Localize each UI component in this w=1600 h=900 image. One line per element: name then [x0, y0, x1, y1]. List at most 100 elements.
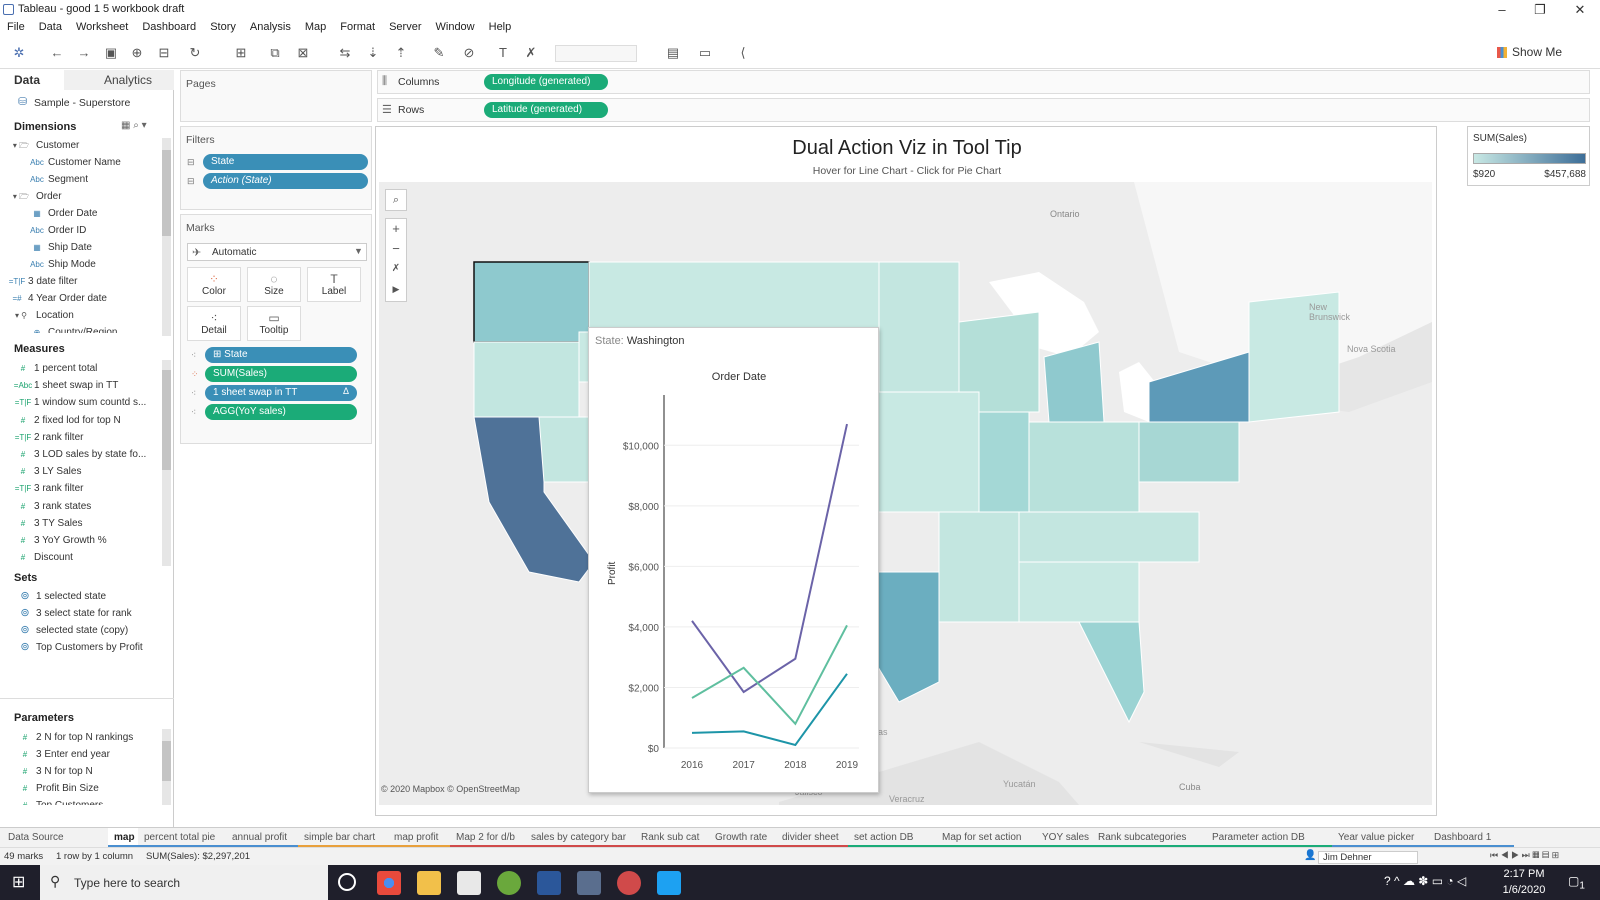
datasource-name[interactable]: Sample - Superstore [34, 97, 131, 109]
reset-map-icon[interactable]: ✗ [391, 263, 401, 274]
parameter-item[interactable]: #3 N for top N [0, 763, 162, 780]
map-search-icon[interactable]: ⌕ [385, 189, 407, 211]
dimension-item[interactable]: ▾ ⚲ Location [0, 307, 162, 324]
file-explorer-icon[interactable] [417, 871, 441, 895]
state-minnesota[interactable] [878, 261, 960, 393]
measure-item[interactable]: #2 fixed lod for top N [0, 412, 162, 429]
measure-item[interactable]: =T|F 2 rank filter [0, 429, 162, 446]
measure-item[interactable]: #1 percent total [0, 360, 162, 377]
tableau-home-icon[interactable]: ✲ [13, 45, 25, 60]
set-item[interactable]: ⊚ selected state (copy) [0, 622, 170, 639]
state-tennessee-nc[interactable] [1018, 511, 1200, 563]
share-icon[interactable]: ⟨ [740, 45, 746, 60]
state-illinois[interactable] [978, 411, 1030, 513]
minimize-button[interactable]: – [1498, 2, 1506, 17]
dimension-item[interactable]: =T|F 3 date filter [0, 273, 162, 290]
undo-icon[interactable]: ← [50, 45, 64, 60]
mark-pill-state[interactable]: ⊞ State [205, 347, 357, 363]
presentation-mode-icon[interactable]: ▭ [698, 45, 712, 60]
set-item[interactable]: ⊚ Top Customers by Profit [0, 639, 170, 656]
dimension-tools-icon[interactable]: ▦ ⌕ ▾ [121, 120, 147, 131]
show-me-button[interactable]: Show Me [1512, 45, 1563, 59]
menu-story[interactable]: Story [210, 21, 236, 33]
state-montana-dakota[interactable] [588, 261, 880, 333]
fix-axes-icon[interactable]: ✗ [525, 45, 537, 60]
sheet-tab[interactable]: map [108, 828, 138, 848]
parameter-item[interactable]: #Top Customers [0, 797, 162, 805]
tab-data[interactable]: Data [0, 70, 64, 90]
set-item[interactable]: ⊚ 3 select state for rank [0, 605, 170, 622]
menu-help[interactable]: Help [488, 21, 512, 33]
dimension-item[interactable]: Abc Segment [0, 171, 162, 188]
fit-dropdown[interactable] [555, 45, 637, 62]
color-legend[interactable]: SUM(Sales) $920 $457,688 [1467, 126, 1590, 186]
system-tray-icons[interactable]: ? ^ ☁ ✽ ▭ ◔ ◁ [1384, 874, 1467, 888]
clear-sheet-icon[interactable]: ⊠ [297, 45, 309, 60]
sheet-tab[interactable]: Growth rate [709, 828, 776, 848]
sheet-tab[interactable]: Year value picker [1332, 828, 1428, 848]
dimensions-scrollbar[interactable] [162, 138, 171, 336]
mark-pill-sheet-swap[interactable]: 1 sheet swap in TT [205, 385, 357, 401]
show-cards-icon[interactable]: ▤ [666, 45, 680, 60]
menu-map[interactable]: Map [304, 21, 327, 33]
tab-analytics[interactable]: Analytics [64, 70, 174, 90]
parameter-item[interactable]: # Profit Bin Size [0, 780, 162, 797]
sheet-tab[interactable]: divider sheet [776, 828, 848, 848]
pages-card[interactable]: Pages [180, 70, 372, 122]
taskbar-search-box[interactable]: ⚲ Type here to search [40, 865, 328, 900]
measure-item[interactable]: =Abc 1 sheet swap in TT [0, 377, 162, 394]
snip-icon[interactable] [617, 871, 641, 895]
dimension-item[interactable]: ▦ Ship Date [0, 239, 162, 256]
close-button[interactable]: ✕ [1574, 2, 1586, 17]
map[interactable]: Ontario New Brunswick Nova Scotia Cuba Y… [379, 182, 1432, 805]
state-arkansas-louisiana[interactable] [938, 511, 1020, 623]
measure-item[interactable]: #3 TY Sales [0, 515, 162, 532]
detail-button[interactable]: ⁖ Detail [187, 306, 241, 341]
menu-format[interactable]: Format [340, 21, 376, 33]
webex-icon[interactable] [497, 871, 521, 895]
menu-window[interactable]: Window [435, 21, 475, 33]
tooltip-button[interactable]: ▭ Tooltip [247, 306, 301, 341]
columns-pill[interactable]: Longitude (generated) [484, 74, 608, 90]
filter-action-state-pill[interactable]: Action (State) [203, 173, 368, 189]
parameter-item[interactable]: #3 Enter end year [0, 746, 162, 763]
dimension-item[interactable]: ▦ Order Date [0, 205, 162, 222]
sheet-tab[interactable]: Data Source [8, 832, 64, 843]
columns-shelf[interactable]: ⫼ Columns Longitude (generated) [377, 70, 1590, 94]
state-nevada[interactable] [538, 416, 590, 483]
mark-pill-agg-yoy[interactable]: AGG(YoY sales) [205, 404, 357, 420]
mark-pill-sum-sales[interactable]: SUM(Sales) [205, 366, 357, 382]
twitter-icon[interactable] [657, 871, 681, 895]
sheet-tab[interactable]: annual profit [226, 828, 298, 848]
state-wisconsin[interactable] [958, 311, 1040, 413]
menu-data[interactable]: Data [38, 21, 62, 33]
sheet-tab[interactable]: Dashboard 1 [1428, 828, 1514, 848]
dimension-item[interactable]: ▾ 🗁 Customer [0, 137, 162, 154]
sheet-tab[interactable]: percent total pie [138, 828, 226, 848]
show-labels-icon[interactable]: T [499, 45, 507, 60]
measure-item[interactable]: #3 LOD sales by state fo... [0, 446, 162, 463]
rows-shelf[interactable]: ☰ Rows Latitude (generated) [377, 98, 1590, 122]
sheet-tab[interactable]: simple bar chart [298, 828, 388, 848]
zoom-in-icon[interactable]: + [392, 221, 400, 236]
sheet-tab[interactable]: Map 2 for d/b [450, 828, 525, 848]
dimension-item[interactable]: Abc Ship Mode [0, 256, 162, 273]
state-iowa-missouri[interactable] [868, 391, 980, 513]
maximize-button[interactable]: ❐ [1534, 2, 1546, 17]
menu-server[interactable]: Server [389, 21, 422, 33]
menu-analysis[interactable]: Analysis [249, 21, 291, 33]
clock-time[interactable]: 2:17 PM [1503, 868, 1545, 880]
menu-file[interactable]: File [7, 21, 25, 33]
new-datasource-icon[interactable]: ⊕ [131, 45, 143, 60]
group-icon[interactable]: ⊘ [463, 45, 475, 60]
notification-icon[interactable]: ▢1 [1568, 874, 1585, 892]
pause-updates-icon[interactable]: ⊟ [158, 45, 170, 60]
label-button[interactable]: T Label [307, 267, 361, 302]
measure-item[interactable]: =T|F 3 rank filter [0, 480, 162, 497]
sheet-tab[interactable]: Rank sub cat [635, 828, 709, 848]
duplicate-sheet-icon[interactable]: ⧉ [270, 45, 280, 60]
save-icon[interactable]: ▣ [104, 45, 118, 60]
sort-ascending-icon[interactable]: ⇣ [367, 45, 379, 60]
measure-item[interactable]: =T|F 1 window sum countd s... [0, 394, 162, 411]
parameters-scrollbar[interactable] [162, 729, 171, 805]
